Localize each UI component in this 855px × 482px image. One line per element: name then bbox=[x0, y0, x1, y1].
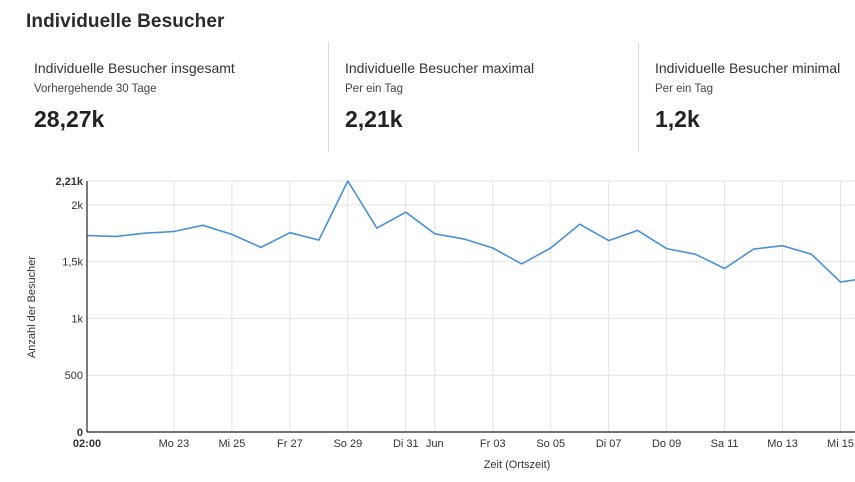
y-tick-label: 1,5k bbox=[62, 257, 83, 269]
data-point[interactable] bbox=[142, 230, 148, 236]
x-tick-label: Mo 23 bbox=[159, 438, 190, 450]
data-point[interactable] bbox=[693, 251, 699, 257]
stat-total-label: Individuelle Besucher insgesamt bbox=[34, 60, 235, 76]
x-tick-label: 02:00 bbox=[73, 438, 101, 450]
x-tick-label: Jun bbox=[426, 438, 444, 450]
data-point[interactable] bbox=[287, 230, 293, 236]
data-point[interactable] bbox=[780, 243, 786, 249]
y-tick-label: 1k bbox=[71, 313, 83, 325]
data-point[interactable] bbox=[490, 245, 496, 251]
data-point[interactable] bbox=[345, 178, 351, 184]
data-point[interactable] bbox=[635, 227, 641, 233]
data-point[interactable] bbox=[548, 245, 554, 251]
x-tick-label: Fr 27 bbox=[277, 438, 303, 450]
x-tick-label: Mo 13 bbox=[767, 438, 798, 450]
data-point[interactable] bbox=[171, 229, 177, 235]
x-tick-label: Do 09 bbox=[652, 438, 681, 450]
series-line[interactable] bbox=[86, 180, 855, 283]
data-point[interactable] bbox=[374, 225, 380, 231]
stat-total-sublabel: Vorhergehende 30 Tage bbox=[34, 83, 157, 95]
stat-divider bbox=[638, 42, 639, 152]
x-axis-label: Zeit (Ortszeit) bbox=[484, 459, 551, 471]
data-point[interactable] bbox=[316, 237, 322, 243]
x-tick-label: So 29 bbox=[333, 438, 362, 450]
data-point[interactable] bbox=[432, 231, 438, 237]
data-point[interactable] bbox=[98, 233, 104, 239]
data-point[interactable] bbox=[809, 251, 815, 257]
data-point[interactable] bbox=[751, 246, 757, 252]
data-point[interactable] bbox=[519, 261, 525, 267]
page-title: Individuelle Besucher bbox=[26, 11, 225, 32]
stat-max: Individuelle Besucher maximal Per ein Ta… bbox=[345, 42, 635, 152]
data-point[interactable] bbox=[664, 246, 670, 252]
x-tick-label: So 05 bbox=[536, 438, 565, 450]
data-point[interactable] bbox=[577, 221, 583, 227]
data-point[interactable] bbox=[200, 222, 206, 228]
data-point[interactable] bbox=[258, 244, 264, 250]
visitors-line-chart[interactable]: 0 500 1k 1,5k 2k 2,21k 02:00 Mo 23 Mi 25 Fr 27 So… bbox=[0, 160, 855, 482]
chart-series[interactable] bbox=[84, 178, 855, 285]
stat-min-sublabel: Per ein Tag bbox=[655, 83, 713, 95]
y-axis-label: Anzahl der Besucher bbox=[26, 256, 38, 358]
y-tick-label: 0 bbox=[77, 427, 83, 439]
stat-total-value: 28,27k bbox=[34, 106, 105, 132]
stat-max-sublabel: Per ein Tag bbox=[345, 83, 403, 95]
stat-max-value: 2,21k bbox=[345, 106, 403, 132]
chart-grid bbox=[87, 180, 855, 432]
stat-max-label: Individuelle Besucher maximal bbox=[345, 60, 535, 76]
x-tick-label: Di 31 bbox=[393, 438, 419, 450]
x-tick-label: Di 07 bbox=[596, 438, 622, 450]
y-tick-label: 500 bbox=[65, 370, 83, 382]
x-axis-ticks: 02:00 Mo 23 Mi 25 Fr 27 So 29 Di 31 Jun Fr 03 So… bbox=[73, 438, 854, 450]
stat-min: Individuelle Besucher minimal Per ein Ta… bbox=[655, 42, 855, 152]
x-tick-label: Fr 03 bbox=[480, 438, 506, 450]
y-tick-label: 2,21k bbox=[55, 176, 83, 188]
x-tick-label: Mi 15 bbox=[827, 438, 854, 450]
data-point[interactable] bbox=[606, 238, 612, 244]
data-point[interactable] bbox=[403, 209, 409, 215]
stat-divider bbox=[328, 42, 329, 152]
stat-total: Individuelle Besucher insgesamt Vorherge… bbox=[34, 42, 324, 152]
y-axis-ticks: 0 500 1k 1,5k 2k 2,21k bbox=[55, 176, 83, 439]
stat-min-value: 1,2k bbox=[655, 106, 700, 132]
data-point[interactable] bbox=[229, 231, 235, 237]
stats-panel: Individuelle Besucher insgesamt Vorherge… bbox=[0, 42, 855, 152]
y-tick-label: 2k bbox=[71, 200, 83, 212]
x-tick-label: Mi 25 bbox=[218, 438, 245, 450]
data-point[interactable] bbox=[838, 279, 844, 285]
x-tick-label: Sa 11 bbox=[711, 438, 739, 450]
data-point[interactable] bbox=[113, 233, 119, 239]
data-point[interactable] bbox=[461, 236, 467, 242]
stat-min-label: Individuelle Besucher minimal bbox=[655, 60, 841, 76]
data-point[interactable] bbox=[722, 265, 728, 271]
